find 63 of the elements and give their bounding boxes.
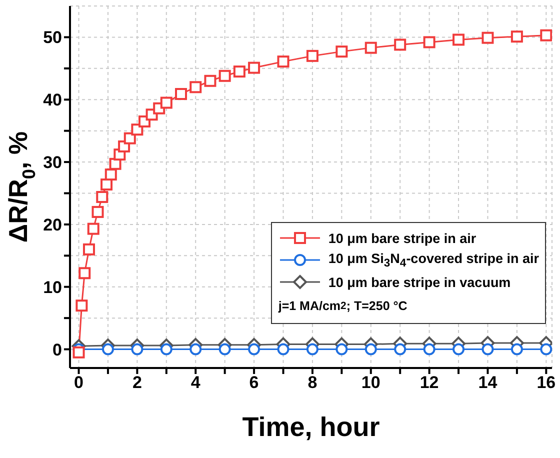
point <box>364 42 377 54</box>
point <box>124 132 136 144</box>
point <box>423 36 436 48</box>
x-tick-label: 14 <box>478 373 498 392</box>
point <box>510 30 523 43</box>
point <box>277 343 290 356</box>
point <box>233 66 246 78</box>
point <box>96 190 108 203</box>
x-tick-label: 8 <box>308 373 318 392</box>
legend-label: 10 μm bare stripe in vacuum <box>328 274 511 290</box>
point <box>394 343 406 356</box>
x-tick-label: 0 <box>74 373 84 392</box>
point <box>540 29 552 42</box>
point <box>248 62 260 74</box>
point <box>190 343 202 356</box>
y-tick-label: 20 <box>43 215 62 234</box>
legend-label: 10 μm Si$_{3}$N$_{4}$-covered stripe in air <box>328 250 539 270</box>
point <box>82 243 95 256</box>
y-tick-label: 0 <box>52 340 62 360</box>
x-axis-title: Time, hour <box>242 412 380 442</box>
point <box>76 300 88 312</box>
point <box>190 81 202 94</box>
legend-label: 10 μm bare stripe in air <box>328 230 476 246</box>
point <box>482 343 494 356</box>
x-tick-label: 4 <box>190 373 201 392</box>
point <box>482 32 494 44</box>
point <box>364 343 377 356</box>
point <box>204 74 216 87</box>
point <box>540 343 552 356</box>
x-tick-label: 12 <box>420 373 439 392</box>
x-tick-label: 16 <box>536 373 556 392</box>
point <box>336 343 348 356</box>
point <box>248 343 260 356</box>
point <box>87 222 100 235</box>
point <box>104 168 117 181</box>
point <box>423 343 436 356</box>
x-tick-label: 2 <box>132 373 142 392</box>
point <box>131 124 144 136</box>
point <box>277 56 290 68</box>
point <box>218 70 231 82</box>
point <box>452 34 465 46</box>
point <box>78 267 91 280</box>
point <box>218 343 231 356</box>
point <box>336 46 348 58</box>
x-tick-label: 6 <box>249 373 259 392</box>
y-tick-label: 10 <box>43 278 62 297</box>
y-tick-label: 40 <box>43 90 62 110</box>
point <box>160 343 172 356</box>
point <box>452 343 465 356</box>
point <box>131 343 144 356</box>
point <box>72 346 85 358</box>
y-tick-label: 30 <box>43 153 62 172</box>
point <box>100 178 113 191</box>
point <box>102 343 114 356</box>
point <box>510 343 523 356</box>
point <box>92 206 104 218</box>
y-tick-label: 50 <box>43 28 62 48</box>
point <box>160 96 172 109</box>
x-tick-label: 10 <box>361 373 380 392</box>
point <box>306 50 318 62</box>
point <box>394 38 406 51</box>
point <box>306 343 318 356</box>
point <box>175 88 188 100</box>
